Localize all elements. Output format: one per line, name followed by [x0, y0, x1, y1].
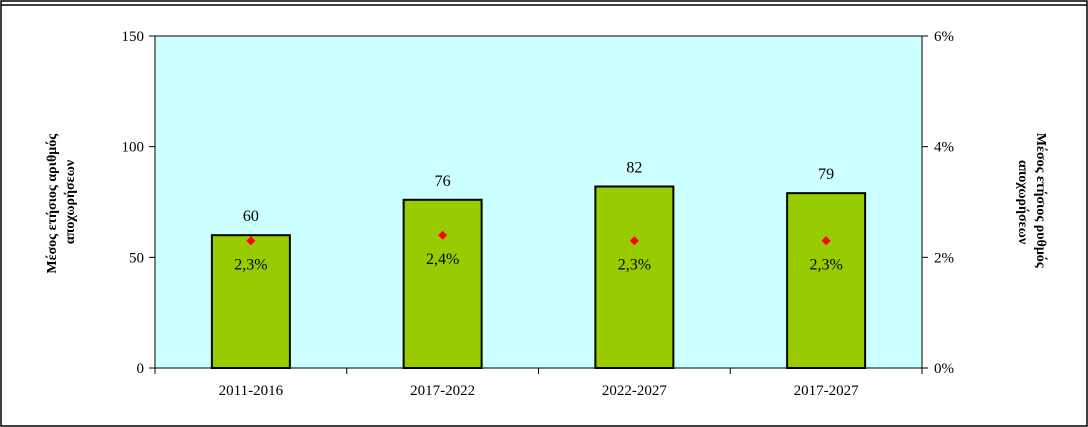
rate-value-label: 2,4% [426, 251, 459, 268]
y-tick-label: 0 [137, 361, 145, 377]
bar-2017-2022 [402, 198, 483, 369]
bar-2011-2016 [210, 234, 291, 369]
y-tick-label: 50 [129, 250, 144, 266]
y-axis-title: Μέσος ετήσιος αριθμός αποχωρήσεων [45, 130, 78, 273]
bar-2022-2027 [594, 185, 675, 369]
rate-marker [246, 236, 256, 246]
rate-marker [438, 230, 448, 240]
y-tick-label: 100 [122, 140, 145, 156]
rate-marker [821, 236, 831, 246]
y-axis-title-line1: Μέσος ετήσιος αριθμός [45, 133, 60, 274]
y2-tick-label: 0% [934, 361, 954, 377]
y-axis-title-line2: αποχωρήσεων [63, 159, 78, 244]
y2-tick-label: 6% [934, 29, 954, 45]
y2-tick-label: 4% [934, 140, 954, 156]
y2-axis-title: Μέσος ετήσιος ρυθμός αποχωρήσεων [1015, 133, 1048, 271]
bar-value-label: 82 [626, 160, 642, 177]
x-tick-label: 2011-2016 [219, 383, 284, 399]
x-tick-label: 2017-2027 [794, 383, 859, 399]
bar-value-label: 76 [435, 173, 451, 190]
x-tick-label: 2022-2027 [602, 383, 667, 399]
y2-axis-title-line1: Μέσος ετήσιος ρυθμός [1033, 133, 1048, 269]
rate-value-label: 2,3% [618, 257, 651, 274]
rate-value-label: 2,3% [234, 257, 267, 274]
x-tick-label: 2017-2022 [410, 383, 475, 399]
bar-value-label: 79 [818, 166, 834, 183]
bar-value-label: 60 [243, 208, 259, 225]
y2-tick-label: 2% [934, 250, 954, 266]
rate-value-label: 2,3% [809, 257, 842, 274]
y-tick-label: 150 [122, 29, 145, 45]
bar-2017-2027 [786, 192, 867, 369]
rate-marker [629, 236, 639, 246]
y2-axis-title-line2: αποχωρήσεων [1015, 160, 1030, 245]
